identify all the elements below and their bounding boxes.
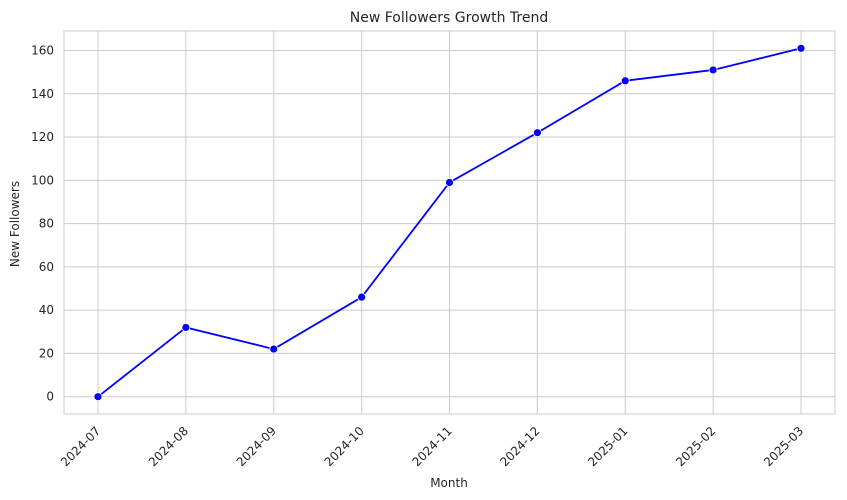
data-point (708, 65, 718, 75)
data-point (181, 323, 191, 332)
data-point (796, 43, 806, 53)
data-point (93, 392, 103, 402)
data-point (620, 76, 630, 86)
data-point (532, 128, 542, 138)
x-tick-label: 2025-02 (673, 424, 718, 469)
x-tick-label: 2024-11 (409, 424, 454, 469)
data-point (357, 292, 367, 302)
y-axis-ticks: 0 20 40 60 80 100 120 140 160 (31, 43, 54, 403)
y-tick-label: 60 (39, 260, 54, 274)
y-axis-label: New Followers (8, 181, 22, 267)
y-tick-label: 100 (31, 173, 54, 187)
grid (64, 31, 835, 414)
x-tick-label: 2025-03 (761, 424, 806, 469)
y-tick-label: 120 (31, 130, 54, 144)
y-tick-label: 160 (31, 43, 54, 57)
data-point (445, 178, 454, 187)
x-axis-label: Month (430, 476, 468, 490)
x-axis-ticks: 2024-07 2024-08 2024-09 2024-10 2024-11 2024-… (58, 424, 806, 469)
x-tick-label: 2024-10 (322, 424, 367, 469)
x-tick-label: 2025-01 (585, 424, 630, 469)
y-tick-label: 40 (39, 303, 54, 317)
y-tick-label: 20 (39, 346, 54, 360)
x-tick-label: 2024-09 (234, 424, 279, 469)
x-tick-label: 2024-12 (497, 424, 542, 469)
series (93, 43, 806, 402)
y-tick-label: 140 (31, 87, 54, 101)
y-tick-label: 0 (46, 390, 54, 404)
x-tick-label: 2024-07 (58, 424, 103, 469)
chart-title: New Followers Growth Trend (350, 10, 548, 26)
data-point (269, 344, 279, 354)
plot-frame (63, 30, 836, 415)
y-tick-label: 80 (39, 217, 54, 231)
x-tick-label: 2024-08 (146, 424, 191, 469)
